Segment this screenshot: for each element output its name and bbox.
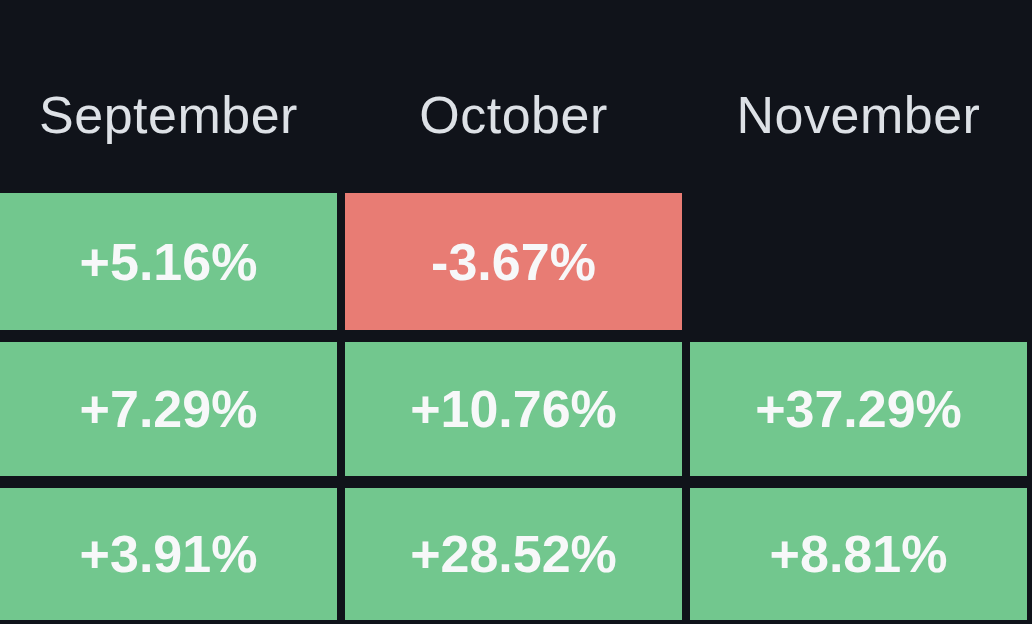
column-header-october: October	[345, 0, 682, 181]
monthly-returns-table: September October November +5.16% -3.67%…	[0, 0, 1032, 624]
cell-row1-september: +5.16%	[0, 193, 337, 330]
cell-row3-october: +28.52%	[345, 488, 682, 620]
cell-row2-september: +7.29%	[0, 342, 337, 476]
cell-row3-november: +8.81%	[690, 488, 1027, 620]
cell-row3-september: +3.91%	[0, 488, 337, 620]
cell-row1-october: -3.67%	[345, 193, 682, 330]
cell-row2-november: +37.29%	[690, 342, 1027, 476]
column-header-november: November	[690, 0, 1027, 181]
cell-row1-november-empty	[690, 193, 1027, 330]
column-header-september: September	[0, 0, 337, 181]
cell-row2-october: +10.76%	[345, 342, 682, 476]
